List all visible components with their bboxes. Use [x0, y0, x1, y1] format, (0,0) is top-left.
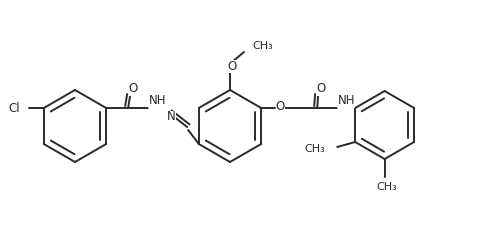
Text: NH: NH [338, 94, 355, 107]
Text: O: O [128, 83, 138, 95]
Text: Cl: Cl [8, 101, 20, 115]
Text: O: O [276, 100, 285, 114]
Text: CH₃: CH₃ [252, 41, 273, 51]
Text: NH: NH [148, 94, 166, 107]
Text: O: O [316, 83, 326, 95]
Text: N: N [167, 111, 175, 124]
Text: O: O [228, 60, 236, 72]
Text: CH₃: CH₃ [376, 182, 397, 192]
Text: CH₃: CH₃ [304, 144, 325, 154]
